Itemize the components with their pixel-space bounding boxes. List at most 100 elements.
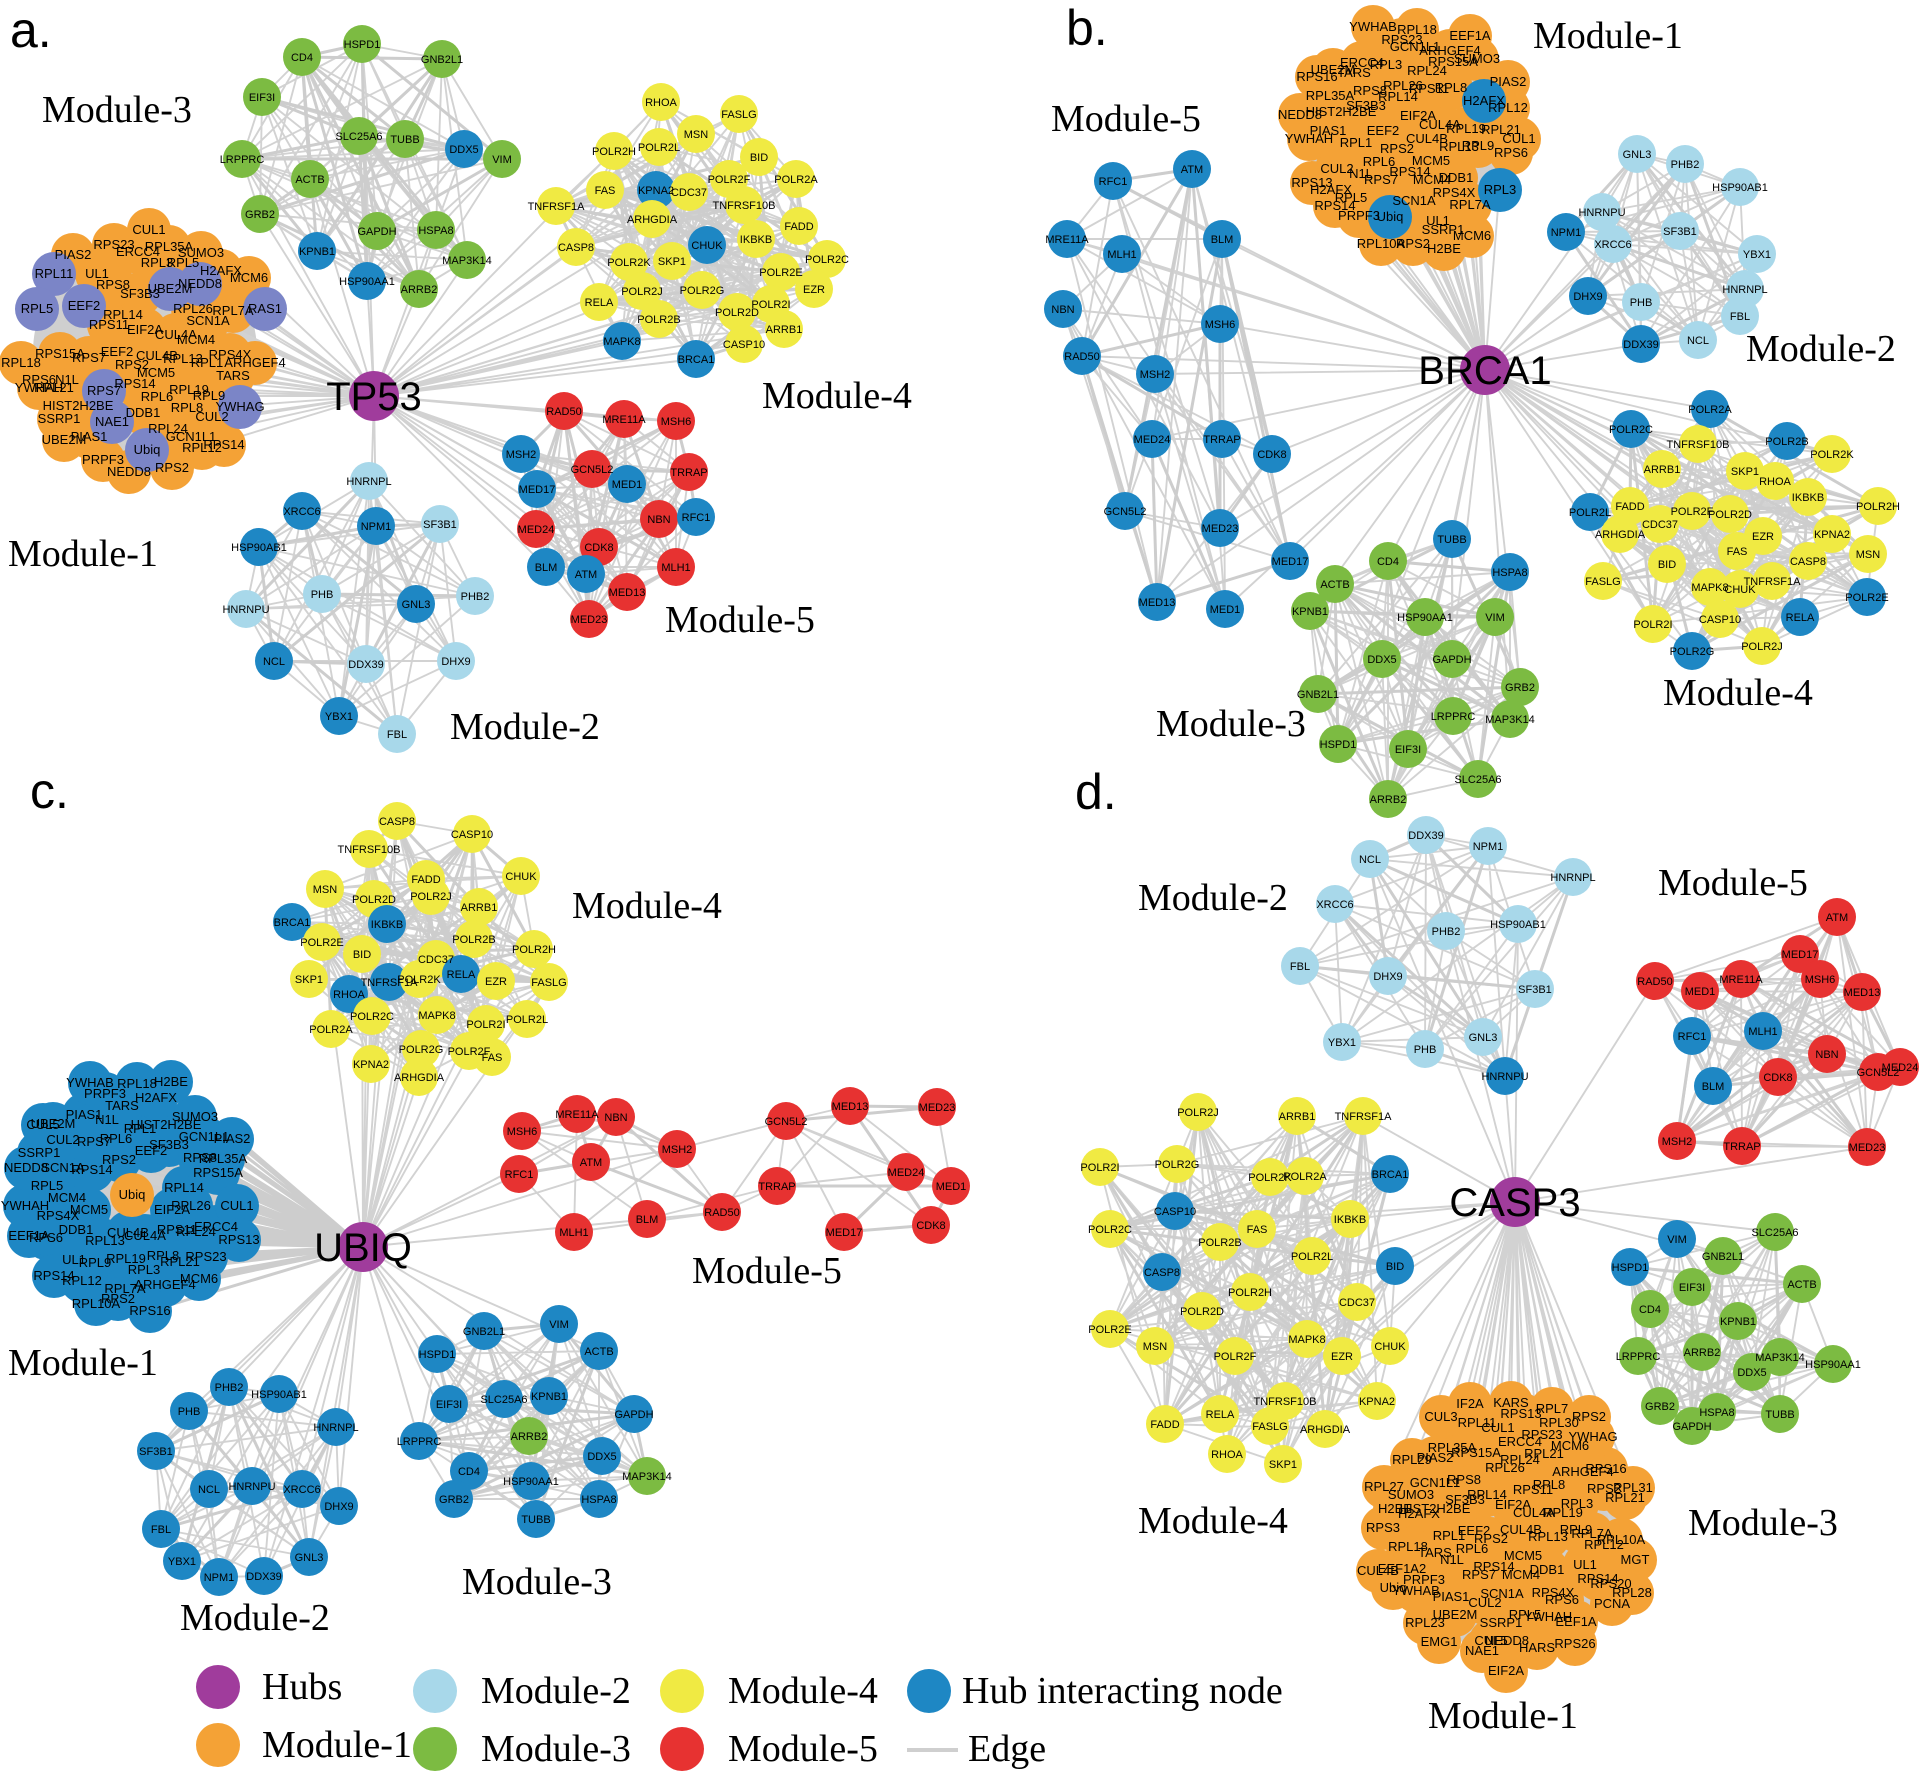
svg-text:RPL31: RPL31 xyxy=(1613,1480,1653,1495)
svg-text:POLR2H: POLR2H xyxy=(1228,1287,1272,1299)
svg-text:RPS2: RPS2 xyxy=(1474,1531,1508,1546)
svg-text:SF3B1: SF3B1 xyxy=(423,519,457,531)
svg-text:CASP10: CASP10 xyxy=(1154,1206,1196,1218)
svg-text:SSRP1: SSRP1 xyxy=(1422,222,1465,237)
svg-text:DHX9: DHX9 xyxy=(441,656,470,668)
svg-text:KPNB1: KPNB1 xyxy=(299,246,335,258)
svg-text:POLR2F: POLR2F xyxy=(708,174,751,186)
svg-text:POLR2I: POLR2I xyxy=(1633,619,1672,631)
svg-text:GRB2: GRB2 xyxy=(1645,1401,1675,1413)
svg-text:RPS13: RPS13 xyxy=(218,1232,259,1247)
svg-text:Module-3: Module-3 xyxy=(481,1728,631,1770)
svg-text:POLR2B: POLR2B xyxy=(637,314,680,326)
svg-text:TNFRSF10B: TNFRSF10B xyxy=(1667,439,1730,451)
svg-text:GNL3: GNL3 xyxy=(295,1552,324,1564)
svg-text:GCN1L1: GCN1L1 xyxy=(166,429,217,444)
svg-text:ACTB: ACTB xyxy=(295,174,324,186)
svg-text:RPL9: RPL9 xyxy=(79,1255,112,1270)
svg-text:HSPA8: HSPA8 xyxy=(1492,567,1527,579)
svg-text:POLR2K: POLR2K xyxy=(1248,1172,1292,1184)
svg-text:H2AFX: H2AFX xyxy=(1463,93,1505,108)
svg-text:RPS13: RPS13 xyxy=(1291,175,1332,190)
svg-text:DDX5: DDX5 xyxy=(449,144,478,156)
svg-text:RPS8: RPS8 xyxy=(96,277,130,292)
svg-text:Module-4: Module-4 xyxy=(572,885,722,927)
svg-text:PHB: PHB xyxy=(311,589,334,601)
svg-text:RPL35A: RPL35A xyxy=(199,1151,248,1166)
svg-text:XRCC6: XRCC6 xyxy=(1316,899,1353,911)
svg-text:HSP90AA1: HSP90AA1 xyxy=(1397,612,1453,624)
svg-text:ARHGEF4: ARHGEF4 xyxy=(224,355,285,370)
svg-text:BRCA1: BRCA1 xyxy=(1418,349,1551,393)
svg-text:NAE1: NAE1 xyxy=(1465,1643,1499,1658)
svg-text:GAPDH: GAPDH xyxy=(1432,654,1471,666)
svg-text:RPL8: RPL8 xyxy=(1435,80,1468,95)
svg-text:BRCA1: BRCA1 xyxy=(678,354,715,366)
svg-text:DDX5: DDX5 xyxy=(1737,1367,1766,1379)
svg-text:PRPF3: PRPF3 xyxy=(1403,1572,1445,1587)
svg-text:H2AFX: H2AFX xyxy=(135,1090,177,1105)
svg-text:Module-2: Module-2 xyxy=(1746,328,1896,370)
svg-text:ARHGDIA: ARHGDIA xyxy=(394,1072,445,1084)
svg-text:DDX39: DDX39 xyxy=(1408,830,1443,842)
svg-text:RFC1: RFC1 xyxy=(505,1169,534,1181)
svg-text:MAP3K14: MAP3K14 xyxy=(1755,1352,1805,1364)
svg-text:RPL8: RPL8 xyxy=(147,1248,180,1263)
svg-text:MCM5: MCM5 xyxy=(70,1202,108,1217)
svg-text:RPS7: RPS7 xyxy=(72,350,106,365)
svg-text:RPL14: RPL14 xyxy=(1467,1487,1507,1502)
svg-text:POLR2H: POLR2H xyxy=(592,146,636,158)
svg-text:RPS23: RPS23 xyxy=(1521,1427,1562,1442)
svg-text:GCN1L1: GCN1L1 xyxy=(1410,1475,1461,1490)
svg-text:MED1: MED1 xyxy=(1685,986,1716,998)
svg-text:POLR2G: POLR2G xyxy=(680,285,725,297)
svg-text:EIF2A: EIF2A xyxy=(1495,1497,1531,1512)
svg-text:EZR: EZR xyxy=(1331,1351,1353,1363)
svg-text:CUL3: CUL3 xyxy=(1424,1409,1457,1424)
svg-text:RPS11: RPS11 xyxy=(89,317,129,332)
svg-text:RPL1: RPL1 xyxy=(1340,135,1373,150)
svg-text:RPL3: RPL3 xyxy=(1370,57,1403,72)
svg-text:MLH1: MLH1 xyxy=(559,1227,588,1239)
svg-text:POLR2J: POLR2J xyxy=(621,286,663,298)
svg-text:CDK8: CDK8 xyxy=(1763,1072,1792,1084)
svg-text:ACTB: ACTB xyxy=(1320,579,1349,591)
svg-text:CUL2: CUL2 xyxy=(1320,161,1353,176)
svg-text:RAD50: RAD50 xyxy=(1064,351,1099,363)
svg-text:SKP1: SKP1 xyxy=(1731,466,1759,478)
svg-text:Module-5: Module-5 xyxy=(1658,862,1808,904)
svg-text:EEF1A: EEF1A xyxy=(8,1228,50,1243)
svg-text:FASLG: FASLG xyxy=(1585,576,1620,588)
svg-text:POLR2A: POLR2A xyxy=(1283,1171,1327,1183)
svg-text:POLR2B: POLR2B xyxy=(452,934,495,946)
svg-text:MSH6: MSH6 xyxy=(507,1126,538,1138)
svg-text:FAS: FAS xyxy=(482,1052,503,1064)
svg-text:TNFRSF10B: TNFRSF10B xyxy=(713,200,776,212)
svg-text:SKP1: SKP1 xyxy=(295,974,323,986)
svg-text:RPL5: RPL5 xyxy=(167,255,200,270)
svg-text:XRCC6: XRCC6 xyxy=(1594,239,1631,251)
svg-text:Module-1: Module-1 xyxy=(1533,15,1683,57)
svg-text:NPM1: NPM1 xyxy=(204,1572,235,1584)
svg-text:HSPD1: HSPD1 xyxy=(344,39,381,51)
svg-text:SF3B3: SF3B3 xyxy=(149,1137,189,1152)
svg-text:MSN: MSN xyxy=(1856,549,1881,561)
svg-text:MED23: MED23 xyxy=(1849,1142,1886,1154)
svg-text:RPL13: RPL13 xyxy=(1528,1529,1568,1544)
svg-text:EIF2A: EIF2A xyxy=(1400,108,1436,123)
svg-text:RFC1: RFC1 xyxy=(682,512,711,524)
svg-text:CUL4A: CUL4A xyxy=(1419,117,1461,132)
svg-text:PIAS2: PIAS2 xyxy=(214,1131,251,1146)
svg-text:KPNA2: KPNA2 xyxy=(1359,1396,1395,1408)
svg-text:BID: BID xyxy=(353,949,371,961)
svg-text:RPS23: RPS23 xyxy=(93,237,134,252)
svg-text:CUL1: CUL1 xyxy=(1481,1420,1514,1435)
svg-text:RPL1: RPL1 xyxy=(191,355,224,370)
svg-text:SSRP1: SSRP1 xyxy=(38,411,81,426)
svg-text:LRPPRC: LRPPRC xyxy=(220,154,265,166)
svg-text:YWHAH: YWHAH xyxy=(1,1198,49,1213)
svg-text:LRPPRC: LRPPRC xyxy=(1616,1351,1661,1363)
svg-text:HSPD1: HSPD1 xyxy=(1320,739,1357,751)
svg-text:FAS: FAS xyxy=(595,185,616,197)
svg-text:NBN: NBN xyxy=(1051,304,1074,316)
